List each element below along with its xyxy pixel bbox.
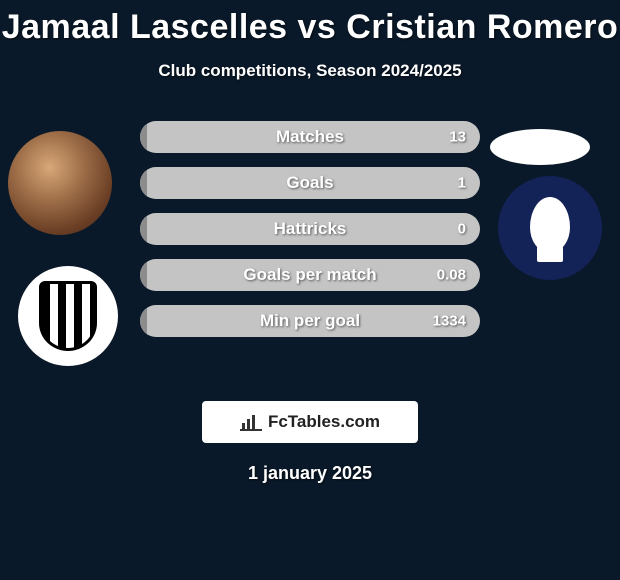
stat-bar-fill-left bbox=[140, 213, 147, 245]
date-text: 1 january 2025 bbox=[0, 463, 620, 484]
stat-value-right: 1 bbox=[458, 175, 466, 192]
club-right-badge bbox=[498, 176, 602, 280]
bar-chart-icon bbox=[240, 413, 262, 431]
stat-value-right: 0 bbox=[458, 221, 466, 238]
stat-bar: Goals 1 bbox=[140, 167, 480, 199]
stat-label: Goals bbox=[286, 173, 333, 193]
player-left-avatar bbox=[8, 131, 112, 235]
stat-bar: Min per goal 1334 bbox=[140, 305, 480, 337]
stat-bar: Goals per match 0.08 bbox=[140, 259, 480, 291]
stat-bar-fill-left bbox=[140, 167, 147, 199]
stat-value-right: 0.08 bbox=[437, 267, 466, 284]
stat-label: Goals per match bbox=[243, 265, 376, 285]
stat-row-goals-per-match: Goals per match 0.08 bbox=[140, 259, 480, 291]
footer-brand-badge[interactable]: FcTables.com bbox=[202, 401, 418, 443]
club-left-badge bbox=[18, 266, 118, 366]
stat-value-right: 13 bbox=[449, 129, 466, 146]
stat-bar: Hattricks 0 bbox=[140, 213, 480, 245]
subtitle: Club competitions, Season 2024/2025 bbox=[0, 61, 620, 81]
stat-label: Matches bbox=[276, 127, 344, 147]
stat-label: Hattricks bbox=[274, 219, 347, 239]
stat-bar-fill-left bbox=[140, 305, 147, 337]
stat-row-hattricks: Hattricks 0 bbox=[140, 213, 480, 245]
player-right-avatar bbox=[490, 129, 590, 165]
stat-row-goals: Goals 1 bbox=[140, 167, 480, 199]
footer-brand-text: FcTables.com bbox=[268, 412, 380, 432]
newcastle-crest-icon bbox=[39, 281, 97, 351]
stat-row-min-per-goal: Min per goal 1334 bbox=[140, 305, 480, 337]
stat-label: Min per goal bbox=[260, 311, 360, 331]
page-title: Jamaal Lascelles vs Cristian Romero bbox=[0, 0, 620, 47]
stat-row-matches: Matches 13 bbox=[140, 121, 480, 153]
stat-bars: Matches 13 Goals 1 Hattricks 0 Goals per… bbox=[140, 121, 480, 351]
stat-value-right: 1334 bbox=[433, 313, 466, 330]
stat-bar: Matches 13 bbox=[140, 121, 480, 153]
stat-bar-fill-left bbox=[140, 121, 147, 153]
comparison-panel: Matches 13 Goals 1 Hattricks 0 Goals per… bbox=[0, 111, 620, 371]
stat-bar-fill-left bbox=[140, 259, 147, 291]
